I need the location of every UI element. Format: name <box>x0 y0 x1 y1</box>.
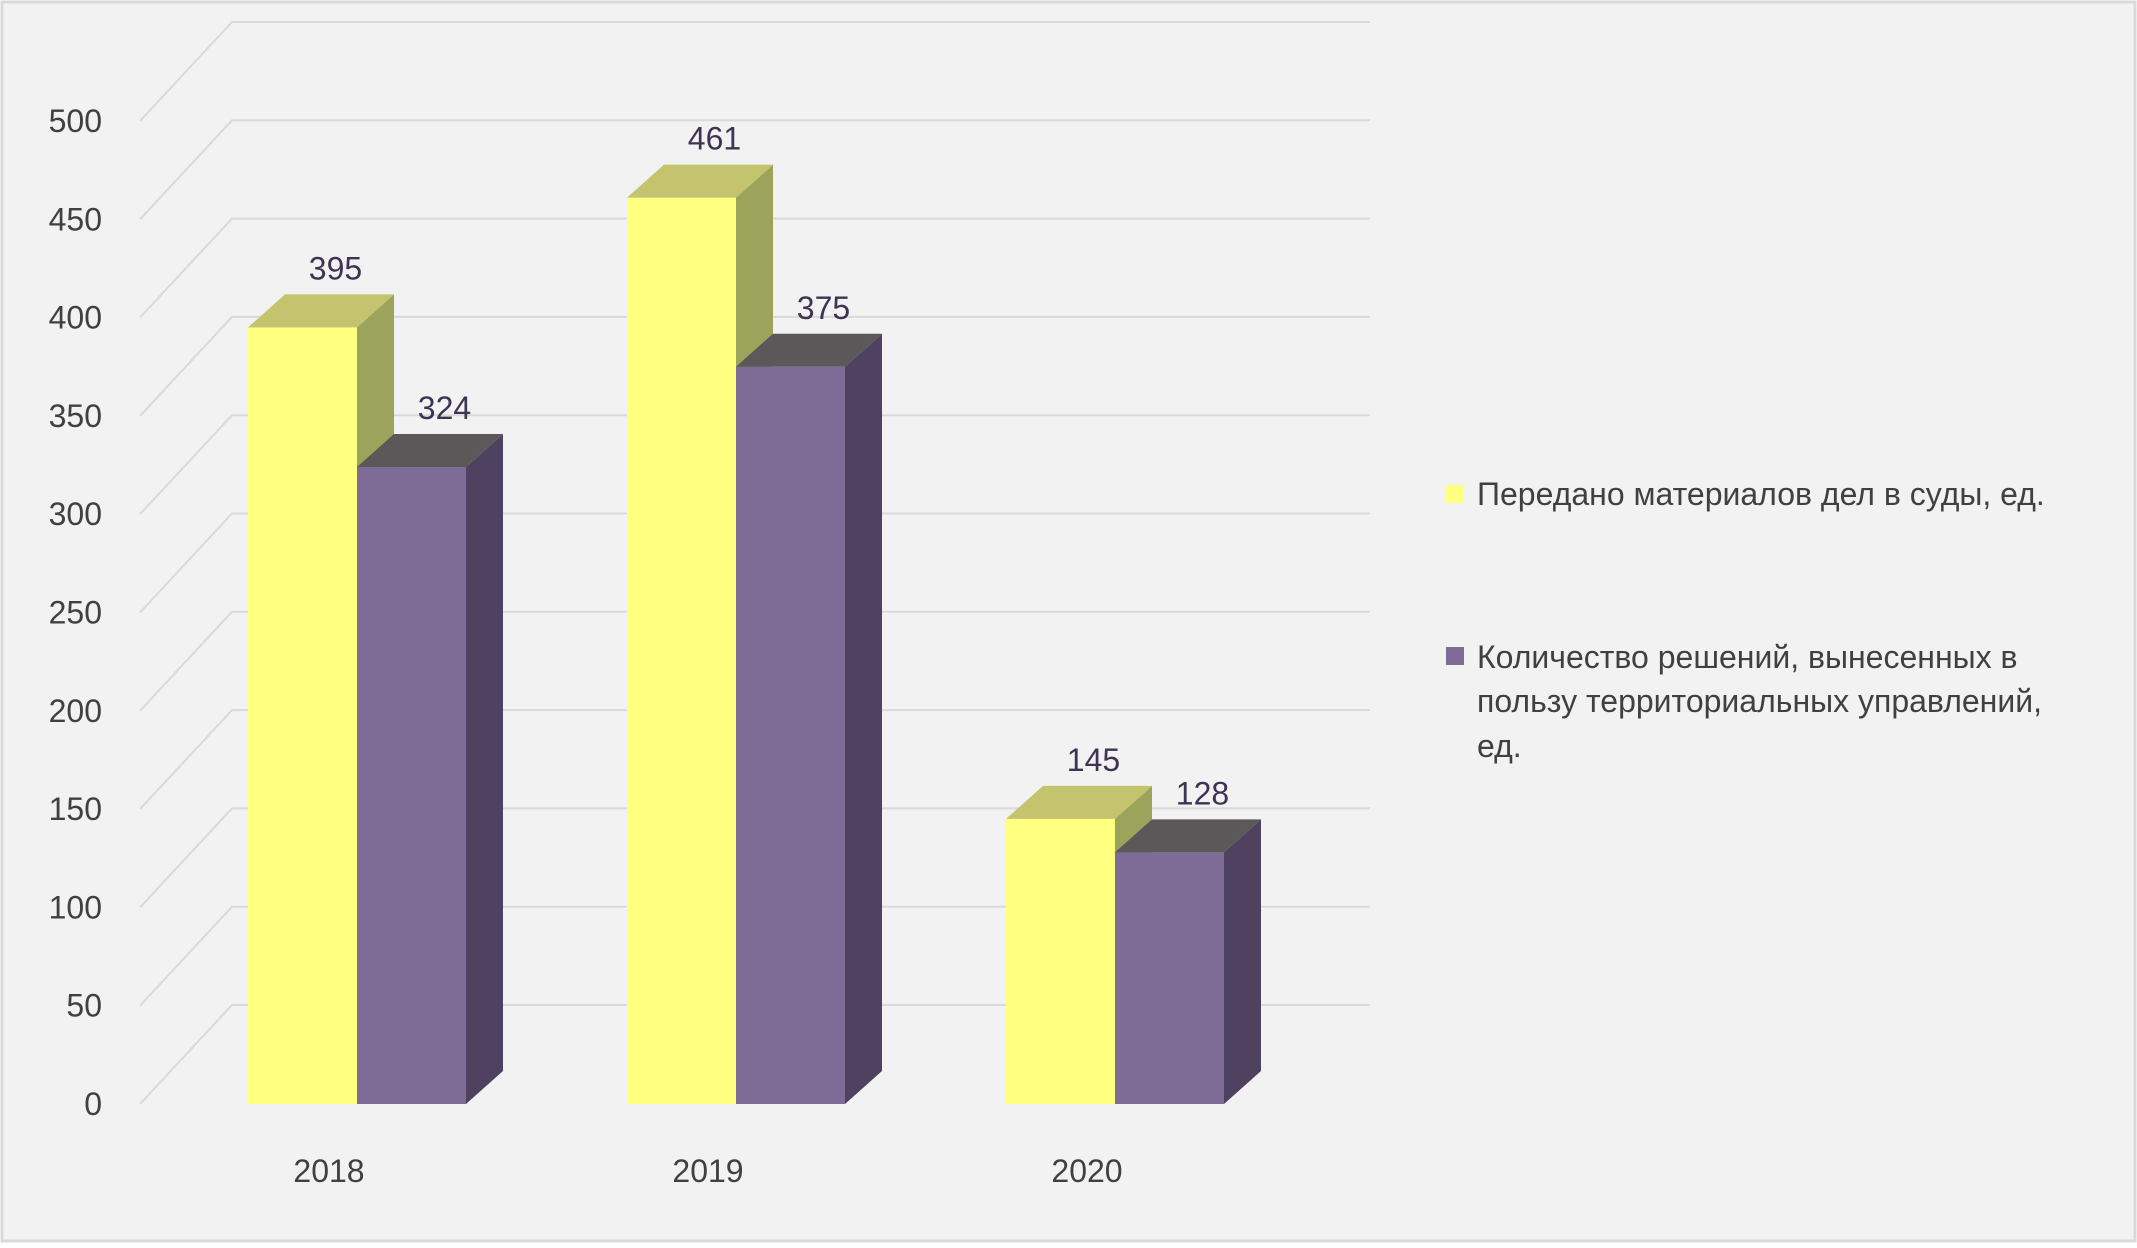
legend-swatch-series-2 <box>1446 647 1464 665</box>
legend-entry-series-1: Передано материалов дел в суды, ед. <box>1446 476 2045 512</box>
x-tick-label-2018: 2018 <box>293 1153 364 1189</box>
y-tick-label-150: 150 <box>49 791 102 827</box>
y-tick-label-250: 250 <box>49 595 102 631</box>
bar-top-2020-series-2 <box>1115 819 1261 853</box>
legend: Передано материалов дел в суды, ед. Коли… <box>1446 476 2051 764</box>
bars <box>248 164 1261 1104</box>
value-labels: 395 324 461 375 145 128 <box>309 121 1229 812</box>
value-label-2020-series-1: 145 <box>1067 742 1120 778</box>
x-tick-label-2019: 2019 <box>672 1153 743 1189</box>
y-tick-label-500: 500 <box>49 103 102 139</box>
x-axis-ticks: 2018 2019 2020 <box>293 1153 1122 1189</box>
legend-label-series-2-line-1: Количество решений, вынесенных в <box>1477 639 2018 675</box>
bar-2020-series-2 <box>1115 819 1261 1104</box>
bar-top-2018-series-2 <box>357 434 503 468</box>
gridline-150 <box>139 709 1370 810</box>
bar-top-2019-series-1 <box>627 164 773 198</box>
y-tick-label-0: 0 <box>84 1086 102 1122</box>
bar-front-2019-series-2 <box>736 366 845 1104</box>
y-tick-label-300: 300 <box>49 496 102 532</box>
value-label-2020-series-2: 128 <box>1176 775 1229 811</box>
bar-side-2018-series-2 <box>466 434 503 1104</box>
gridline-350 <box>139 315 1370 417</box>
bar-front-2018-series-2 <box>357 467 466 1104</box>
gridline-50 <box>139 905 1370 1007</box>
legend-entry-series-2: Количество решений, вынесенных в пользу … <box>1446 639 2051 764</box>
legend-label-series-1: Передано материалов дел в суды, ед. <box>1477 476 2045 512</box>
x-tick-label-2020: 2020 <box>1051 1153 1122 1189</box>
bar-2019-series-2 <box>736 333 882 1104</box>
legend-label-series-2-line-3: ед. <box>1477 728 1522 764</box>
y-tick-label-50: 50 <box>66 988 102 1024</box>
y-tick-label-400: 400 <box>49 300 102 336</box>
gridline-500 <box>139 21 1370 122</box>
bar-front-2020-series-1 <box>1006 818 1115 1104</box>
gridline-300 <box>139 414 1370 515</box>
bar-side-2020-series-2 <box>1224 819 1261 1104</box>
bar-front-2018-series-1 <box>248 327 357 1104</box>
bar-top-2020-series-1 <box>1006 785 1152 819</box>
bar-top-2019-series-2 <box>736 333 882 367</box>
y-tick-label-100: 100 <box>49 889 102 925</box>
value-label-2018-series-2: 324 <box>418 390 471 426</box>
bar-front-2020-series-2 <box>1115 852 1224 1104</box>
gridline-400 <box>139 217 1370 319</box>
legend-swatch-series-1 <box>1446 485 1464 503</box>
y-tick-label-450: 450 <box>49 201 102 237</box>
bar-front-2019-series-1 <box>627 197 736 1104</box>
legend-label-series-2-line-2: пользу территориальных управлений, <box>1477 683 2042 719</box>
y-axis-ticks: 0 50 100 150 200 250 300 350 400 450 500 <box>49 103 102 1122</box>
value-label-2018-series-1: 395 <box>309 250 362 286</box>
gridline-450 <box>139 119 1370 220</box>
value-label-2019-series-2: 375 <box>797 290 850 326</box>
gridline-250 <box>139 512 1370 614</box>
bar-top-2018-series-1 <box>248 294 394 328</box>
y-tick-label-350: 350 <box>49 398 102 434</box>
gridline-200 <box>139 610 1370 712</box>
gridline-0 <box>139 1004 1370 1105</box>
bar-2018-series-2 <box>357 434 503 1104</box>
gridlines <box>139 21 1370 1105</box>
gridline-100 <box>139 807 1370 909</box>
value-label-2019-series-1: 461 <box>688 121 741 157</box>
legend-label-series-2: Количество решений, вынесенных в пользу … <box>1477 639 2051 764</box>
bar-side-2019-series-2 <box>845 333 882 1104</box>
y-tick-label-200: 200 <box>49 693 102 729</box>
